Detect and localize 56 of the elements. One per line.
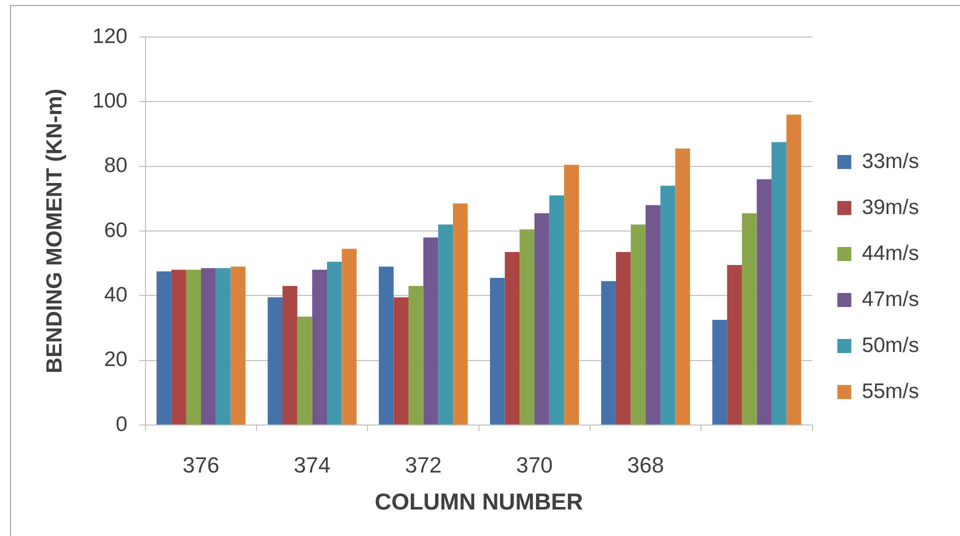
- bar: [520, 229, 534, 424]
- bar: [772, 142, 786, 424]
- bar: [564, 164, 579, 424]
- bar: [326, 262, 342, 424]
- y-tick-label: 120: [92, 24, 128, 48]
- bar: [342, 248, 357, 424]
- bar: [408, 286, 424, 424]
- x-tick-label: 370: [516, 452, 553, 478]
- bar: [630, 224, 646, 424]
- bar: [297, 316, 312, 424]
- bar: [268, 297, 283, 424]
- bar: [230, 266, 246, 424]
- bar: [756, 179, 772, 424]
- bar: [282, 286, 298, 424]
- bar: [171, 270, 186, 424]
- bar: [438, 224, 453, 424]
- bar: [616, 252, 631, 424]
- bar: [646, 205, 660, 424]
- bar: [378, 266, 394, 424]
- bar: [660, 186, 676, 424]
- bar: [490, 278, 505, 424]
- legend-label: 55m/s: [862, 380, 919, 403]
- legend-label: 50m/s: [862, 334, 919, 357]
- bar: [534, 213, 550, 424]
- y-axis-title: BENDING MOMENT (KN-m): [41, 88, 66, 374]
- x-tick-label: 372: [404, 452, 442, 478]
- x-tick-label: 368: [627, 452, 664, 478]
- bar: [423, 237, 438, 424]
- legend-label: 39m/s: [862, 196, 919, 219]
- legend-label: 47m/s: [862, 288, 919, 311]
- y-tick-label: 80: [104, 154, 128, 178]
- legend-label: 44m/s: [862, 242, 919, 265]
- bar: [601, 281, 616, 424]
- bar: [549, 195, 564, 424]
- bar: [786, 114, 802, 424]
- x-axis-title: COLUMN NUMBER: [374, 488, 584, 515]
- y-tick-label: 60: [104, 218, 128, 242]
- x-tick-label: 376: [182, 452, 220, 478]
- bar: [201, 268, 216, 424]
- bar: [675, 148, 690, 424]
- y-tick-label: 20: [104, 348, 128, 372]
- bar: [186, 270, 202, 424]
- bar: [504, 252, 520, 424]
- bar: [742, 213, 757, 424]
- y-tick-label: 40: [104, 283, 128, 306]
- x-tick-label: 374: [294, 452, 331, 478]
- bar: [312, 270, 327, 424]
- bar: [712, 320, 728, 424]
- bar: [394, 297, 408, 424]
- bar: [727, 264, 742, 424]
- y-tick-label: 0: [116, 412, 128, 436]
- bar: [216, 268, 231, 424]
- bar: [452, 204, 468, 424]
- bar: [156, 271, 172, 424]
- y-tick-label: 100: [92, 89, 128, 112]
- legend-label: 33m/s: [862, 150, 919, 173]
